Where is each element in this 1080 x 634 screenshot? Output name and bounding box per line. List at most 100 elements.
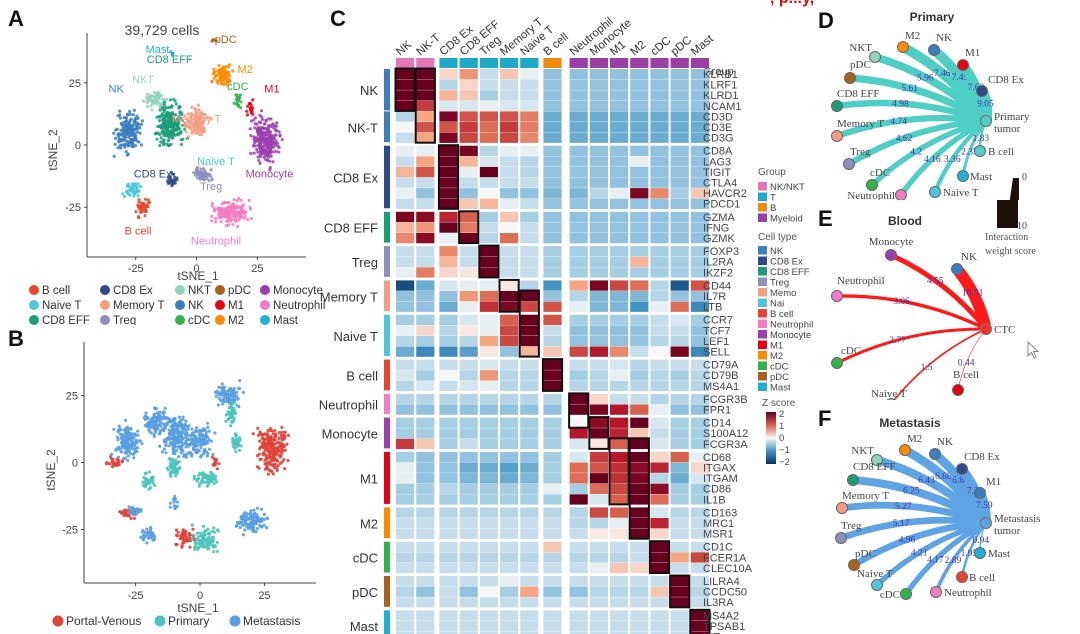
cell-point xyxy=(208,480,212,484)
heatmap-cell xyxy=(630,79,649,90)
cell-point xyxy=(147,420,151,425)
heatmap-cell xyxy=(396,576,415,587)
heatmap-cell xyxy=(610,518,629,529)
heatmap-cell xyxy=(520,597,539,608)
marker-highlight-box xyxy=(628,437,650,540)
heatmap-cell xyxy=(439,246,458,257)
cell-point xyxy=(271,432,276,436)
panel-label-e: E xyxy=(818,206,833,231)
heatmap-cell xyxy=(650,335,669,347)
cell-point xyxy=(255,147,259,152)
heatmap-cell xyxy=(500,222,519,233)
cell-point xyxy=(149,526,153,530)
cell-point xyxy=(252,525,256,529)
cell-point xyxy=(167,144,171,148)
y-tick-label: 0 xyxy=(75,140,81,152)
heatmap-cell xyxy=(396,631,415,634)
node-label: NK xyxy=(937,436,953,448)
heatmap-cell xyxy=(396,132,415,143)
cell-point xyxy=(229,413,233,417)
heatmap-cell xyxy=(630,562,649,574)
cell-point xyxy=(143,208,148,212)
heatmap-cell xyxy=(670,335,689,347)
cell-point xyxy=(253,126,257,130)
legend-swatch xyxy=(758,298,767,307)
heatmap-cell xyxy=(479,211,498,223)
cell-point xyxy=(211,536,215,540)
cell-point xyxy=(239,106,243,110)
heatmap-cell xyxy=(650,246,669,257)
node-label: cDC xyxy=(870,167,890,179)
heatmap-cell xyxy=(416,380,435,392)
heatmap-cell xyxy=(650,380,669,392)
cell-point xyxy=(193,547,197,551)
heatmap-cell xyxy=(670,166,689,178)
cell-point xyxy=(286,433,291,437)
cell-point xyxy=(199,446,203,450)
legend-swatch xyxy=(100,285,110,295)
cell-point xyxy=(162,138,166,142)
heatmap-cell xyxy=(589,79,608,90)
cell-point xyxy=(196,165,200,170)
cell-point xyxy=(261,149,265,153)
legend-swatch xyxy=(758,277,767,286)
cell-point xyxy=(243,211,247,215)
cell-point xyxy=(172,417,176,421)
group-cell-myeloid xyxy=(630,58,649,68)
cluster-cdc xyxy=(232,93,243,110)
node-circle xyxy=(976,85,988,97)
legend-label: T xyxy=(770,193,776,204)
heatmap-cell xyxy=(416,188,435,199)
cell-point xyxy=(283,467,287,471)
legend-label: CD8 EFF xyxy=(42,315,90,325)
heatmap-cell xyxy=(650,177,669,188)
network-node: Mast xyxy=(957,170,992,183)
heatmap-cell xyxy=(500,518,519,529)
tissue-cluster xyxy=(110,418,144,463)
cell-point xyxy=(268,168,272,172)
node-label: M1 xyxy=(986,476,1001,488)
edge-weight-label: 6.25 xyxy=(903,486,920,496)
cell-point xyxy=(222,385,226,389)
cell-point xyxy=(257,139,261,143)
cell-point xyxy=(184,419,188,423)
legend-swatch xyxy=(758,182,767,191)
heatmap-cell xyxy=(479,132,498,143)
network-node: B cell xyxy=(956,571,995,584)
cell-point xyxy=(167,428,171,432)
heatmap-cell xyxy=(416,610,435,621)
cell-point xyxy=(217,462,221,466)
cell-point xyxy=(175,448,179,453)
heatmap-cell xyxy=(690,314,709,325)
cell-point xyxy=(113,142,117,146)
heatmap-cell xyxy=(543,576,562,587)
heatmap-cell xyxy=(416,132,435,143)
node-label: B cell xyxy=(988,146,1014,158)
heatmap-cell xyxy=(396,79,415,90)
cell-point xyxy=(267,141,271,145)
cell-point xyxy=(239,100,243,104)
weight-scale-title-2: weight score xyxy=(985,246,1036,257)
hub-circle xyxy=(979,114,993,128)
cell-point xyxy=(173,461,177,465)
row-group-bar xyxy=(384,541,390,573)
network-node: B cell xyxy=(952,369,979,396)
legend-item: Metastasis xyxy=(229,614,300,628)
heatmap-cell xyxy=(416,346,435,357)
marker-highlight-box xyxy=(414,67,436,144)
heatmap-cell xyxy=(630,528,649,539)
cell-point xyxy=(142,475,146,479)
cell-point xyxy=(168,132,172,136)
heatmap-cell xyxy=(439,291,458,302)
cell-point xyxy=(182,532,186,537)
heatmap-cell xyxy=(610,507,629,518)
cell-point xyxy=(216,403,220,407)
cell-point xyxy=(248,207,253,211)
cell-point xyxy=(207,179,211,183)
legend-label: M1 xyxy=(228,300,244,312)
cell-point xyxy=(190,131,194,135)
cell-point xyxy=(174,528,179,532)
heatmap-cell xyxy=(479,620,498,632)
heatmap-cell xyxy=(610,314,629,325)
heatmap-cell xyxy=(630,404,649,415)
